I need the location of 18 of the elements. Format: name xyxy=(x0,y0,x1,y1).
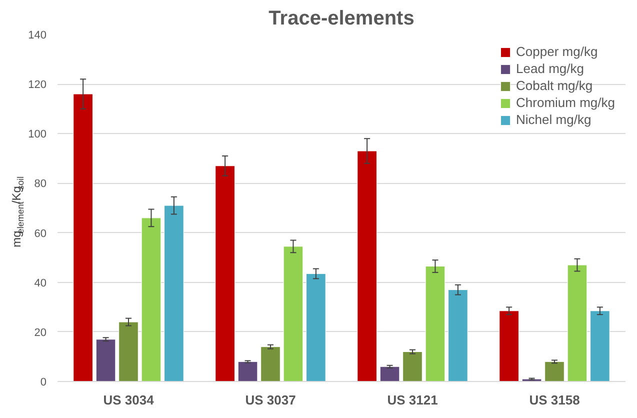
x-tick-label: US 3034 xyxy=(103,392,155,408)
legend-label: Copper mg/kg xyxy=(516,44,598,59)
y-tick-label: 40 xyxy=(34,277,47,290)
legend-label: Lead mg/kg xyxy=(516,61,584,76)
x-tick-label: US 3121 xyxy=(387,392,438,408)
y-tick-label: 0 xyxy=(40,376,47,388)
y-tick-label: 120 xyxy=(28,79,47,92)
chart-title: Trace-elements xyxy=(268,8,414,30)
y-tick-label: 80 xyxy=(34,178,47,190)
x-tick-label: US 3037 xyxy=(245,392,296,408)
legend-label: Chromium mg/kg xyxy=(516,95,615,110)
legend-label: Cobalt mg/kg xyxy=(516,78,593,93)
y-tick-label: 20 xyxy=(34,326,47,339)
x-tick-label: US 3158 xyxy=(529,392,580,408)
y-tick-label: 60 xyxy=(34,228,47,240)
y-tick-label: 100 xyxy=(28,128,47,141)
legend-label: Nichel mg/kg xyxy=(516,112,592,127)
y-tick-label: 140 xyxy=(28,30,47,42)
